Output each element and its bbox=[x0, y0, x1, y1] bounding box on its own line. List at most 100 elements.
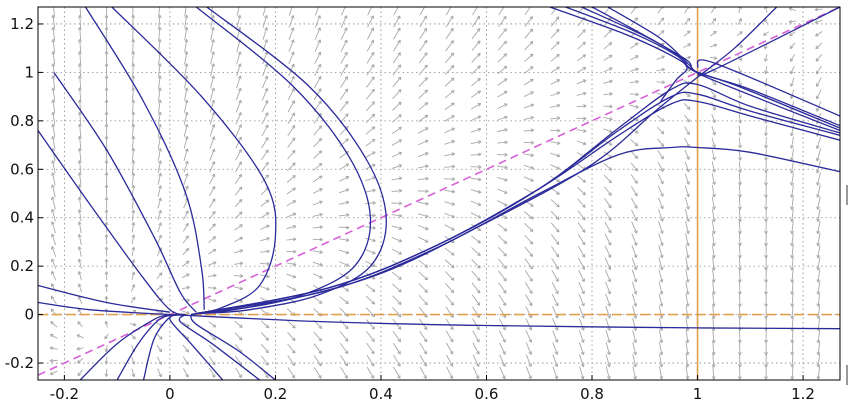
field-arrow bbox=[51, 184, 56, 198]
field-arrow bbox=[235, 173, 243, 184]
y-tick-label: 0 bbox=[24, 306, 34, 324]
field-arrow bbox=[523, 78, 534, 86]
field-arrow bbox=[234, 198, 243, 208]
field-arrow bbox=[392, 52, 401, 64]
field-arrow bbox=[498, 318, 506, 331]
field-arrow bbox=[470, 127, 482, 133]
field-arrow bbox=[391, 201, 403, 206]
field-arrow bbox=[131, 271, 136, 280]
field-arrow bbox=[444, 139, 455, 145]
field-arrow bbox=[261, 149, 269, 160]
field-arrow bbox=[184, 51, 189, 65]
trajectory-curve bbox=[607, 7, 840, 77]
field-arrow bbox=[444, 102, 455, 110]
field-arrow bbox=[790, 160, 794, 174]
field-arrow bbox=[234, 224, 243, 231]
field-arrow bbox=[235, 112, 242, 125]
trajectory-curve bbox=[201, 7, 387, 315]
field-arrow bbox=[261, 343, 269, 354]
field-arrow bbox=[577, 233, 586, 246]
field-arrow bbox=[209, 124, 216, 137]
field-arrow bbox=[53, 7, 55, 16]
field-arrow bbox=[418, 114, 429, 123]
field-arrow bbox=[710, 17, 717, 25]
field-arrow bbox=[659, 354, 664, 368]
field-arrow bbox=[525, 342, 533, 355]
field-arrow bbox=[51, 258, 57, 269]
field-arrow bbox=[391, 151, 403, 158]
field-arrow bbox=[339, 176, 350, 182]
field-arrow bbox=[471, 270, 481, 282]
y-axis-ticks: -0.2 0 0.2 0.4 0.6 0.8 1 1.2 bbox=[5, 15, 43, 372]
field-arrow bbox=[497, 40, 507, 51]
field-arrow bbox=[338, 213, 350, 217]
field-arrow bbox=[764, 233, 768, 247]
field-arrow bbox=[260, 237, 270, 242]
field-arrow bbox=[790, 341, 795, 356]
field-arrow bbox=[419, 7, 426, 16]
field-arrow bbox=[156, 259, 163, 268]
field-arrow bbox=[286, 273, 297, 279]
field-arrow bbox=[207, 286, 217, 290]
field-arrow bbox=[471, 52, 481, 63]
field-arrow bbox=[419, 27, 428, 40]
field-arrow bbox=[260, 212, 270, 219]
field-arrow bbox=[182, 356, 189, 366]
field-arrow bbox=[498, 294, 507, 306]
field-arrow bbox=[338, 200, 350, 205]
field-arrow bbox=[711, 257, 716, 271]
field-arrow bbox=[657, 185, 664, 197]
field-arrow bbox=[764, 354, 768, 368]
field-arrow bbox=[684, 197, 690, 210]
field-arrow bbox=[392, 342, 401, 355]
field-arrow bbox=[709, 43, 718, 48]
field-arrow bbox=[525, 366, 532, 380]
field-arrow bbox=[157, 39, 162, 53]
field-arrow bbox=[209, 87, 216, 101]
field-arrow bbox=[236, 63, 242, 77]
field-arrow bbox=[418, 52, 428, 64]
field-arrow bbox=[816, 342, 821, 356]
field-arrow bbox=[391, 176, 403, 181]
field-arrow bbox=[207, 261, 217, 266]
field-arrow bbox=[338, 249, 350, 255]
field-arrow bbox=[658, 233, 664, 247]
field-arrow bbox=[790, 329, 795, 344]
field-arrow bbox=[497, 78, 508, 86]
field-arrow bbox=[471, 65, 481, 75]
field-arrow bbox=[261, 355, 269, 366]
field-arrow bbox=[550, 16, 560, 27]
field-arrow bbox=[104, 356, 109, 365]
field-arrow bbox=[208, 332, 216, 341]
field-arrow bbox=[498, 7, 507, 16]
field-arrow bbox=[234, 186, 243, 196]
field-arrow bbox=[78, 39, 82, 53]
field-arrow bbox=[524, 211, 534, 220]
field-arrow bbox=[365, 237, 376, 243]
field-arrow bbox=[684, 149, 690, 160]
field-arrow bbox=[524, 270, 533, 282]
field-arrow bbox=[391, 164, 403, 169]
field-arrow bbox=[418, 236, 429, 243]
field-arrow bbox=[445, 7, 454, 16]
field-arrow bbox=[339, 100, 349, 112]
field-arrow bbox=[576, 54, 587, 62]
field-arrow bbox=[183, 136, 189, 150]
field-arrow bbox=[603, 116, 613, 121]
field-arrow bbox=[236, 27, 242, 41]
field-arrow bbox=[444, 271, 455, 281]
field-arrow bbox=[392, 64, 402, 76]
field-arrow bbox=[577, 222, 586, 233]
field-arrow bbox=[234, 332, 243, 341]
field-arrow bbox=[816, 305, 821, 319]
field-arrow bbox=[341, 7, 346, 16]
field-arrow bbox=[710, 90, 716, 99]
field-arrow bbox=[208, 344, 216, 353]
field-arrow bbox=[77, 148, 82, 162]
field-arrow bbox=[392, 89, 402, 100]
field-arrow bbox=[77, 321, 84, 328]
field-arrow bbox=[605, 366, 611, 380]
field-arrow bbox=[157, 26, 162, 41]
field-arrow bbox=[737, 342, 742, 356]
